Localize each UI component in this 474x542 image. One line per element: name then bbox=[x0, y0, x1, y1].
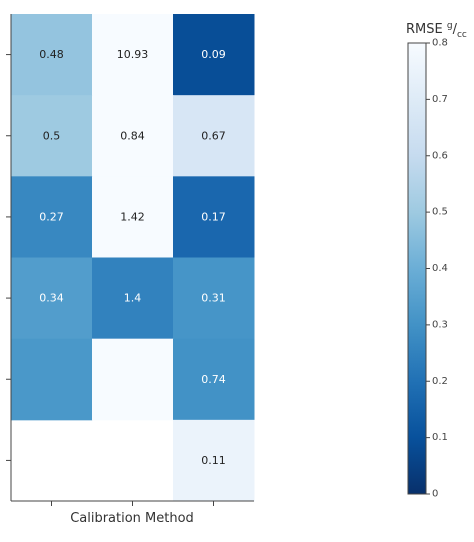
heatmap-cell bbox=[173, 95, 255, 177]
colorbar-title-sub: cc bbox=[457, 30, 467, 40]
heatmap-cell bbox=[11, 95, 93, 177]
cell-label: 0.27 bbox=[39, 210, 64, 223]
heatmap-cell bbox=[92, 420, 174, 502]
colorbar-tick-label: 0.6 bbox=[432, 150, 448, 161]
cell-label: 1.42 bbox=[120, 210, 145, 223]
colorbar-tick-label: 0.4 bbox=[432, 263, 448, 274]
cell-label: 0.84 bbox=[120, 129, 145, 142]
cell-label: 0.09 bbox=[201, 48, 226, 61]
colorbar-tick-label: 0.7 bbox=[432, 94, 448, 105]
colorbar: RMSE g/cc 0 0.1 0.2 0.3 0.4 0.5 0.6 0.7 0.8 bbox=[406, 21, 467, 500]
heatmap-cells bbox=[11, 14, 255, 502]
heatmap-cell-labels: 0.48 10.93 0.09 0.5 0.84 0.67 0.27 1.42 0.17 0.34… bbox=[39, 48, 226, 467]
cell-label: 0.11 bbox=[201, 454, 226, 467]
x-axis-title: Calibration Method bbox=[70, 511, 194, 526]
colorbar-tick-label: 0 bbox=[432, 489, 438, 500]
cell-label: 0.48 bbox=[39, 48, 64, 61]
heatmap-cell bbox=[173, 14, 255, 96]
heatmap-cell bbox=[173, 338, 255, 421]
heatmap-cell bbox=[11, 420, 93, 502]
heatmap-cell bbox=[92, 95, 174, 177]
cell-label: 0.5 bbox=[43, 129, 61, 142]
cell-label: 0.67 bbox=[201, 129, 226, 142]
cell-label: 1.4 bbox=[124, 292, 142, 305]
colorbar-tick-label: 0.8 bbox=[432, 38, 448, 49]
heatmap-axes bbox=[6, 14, 254, 506]
colorbar-ticks: 0 0.1 0.2 0.3 0.4 0.5 0.6 0.7 0.8 bbox=[426, 38, 448, 500]
cell-label: 0.34 bbox=[39, 292, 64, 305]
heatmap-cell bbox=[11, 257, 93, 340]
colorbar-title-sup: g bbox=[447, 21, 453, 31]
heatmap-cell bbox=[173, 257, 255, 340]
colorbar-gradient bbox=[407, 42, 427, 495]
heatmap-cell bbox=[92, 14, 174, 96]
heatmap-cell bbox=[92, 176, 174, 258]
cell-label: 10.93 bbox=[117, 48, 149, 61]
colorbar-tick-label: 0.5 bbox=[432, 207, 448, 218]
heatmap-cell bbox=[11, 338, 93, 421]
colorbar-tick-label: 0.2 bbox=[432, 376, 448, 387]
colorbar-title: RMSE g/cc bbox=[406, 21, 467, 40]
heatmap-cell bbox=[92, 257, 174, 340]
colorbar-tick-label: 0.1 bbox=[432, 432, 448, 443]
colorbar-tick-label: 0.3 bbox=[432, 319, 448, 330]
heatmap-cell bbox=[173, 419, 255, 502]
colorbar-title-main: RMSE bbox=[406, 22, 447, 37]
cell-label: 0.31 bbox=[201, 292, 226, 305]
cell-label: 0.74 bbox=[201, 373, 226, 386]
heatmap-cell bbox=[92, 338, 174, 421]
heatmap-cell bbox=[11, 176, 93, 258]
cell-label: 0.17 bbox=[201, 210, 226, 223]
heatmap-cell bbox=[173, 176, 255, 258]
heatmap-cell bbox=[11, 14, 93, 96]
